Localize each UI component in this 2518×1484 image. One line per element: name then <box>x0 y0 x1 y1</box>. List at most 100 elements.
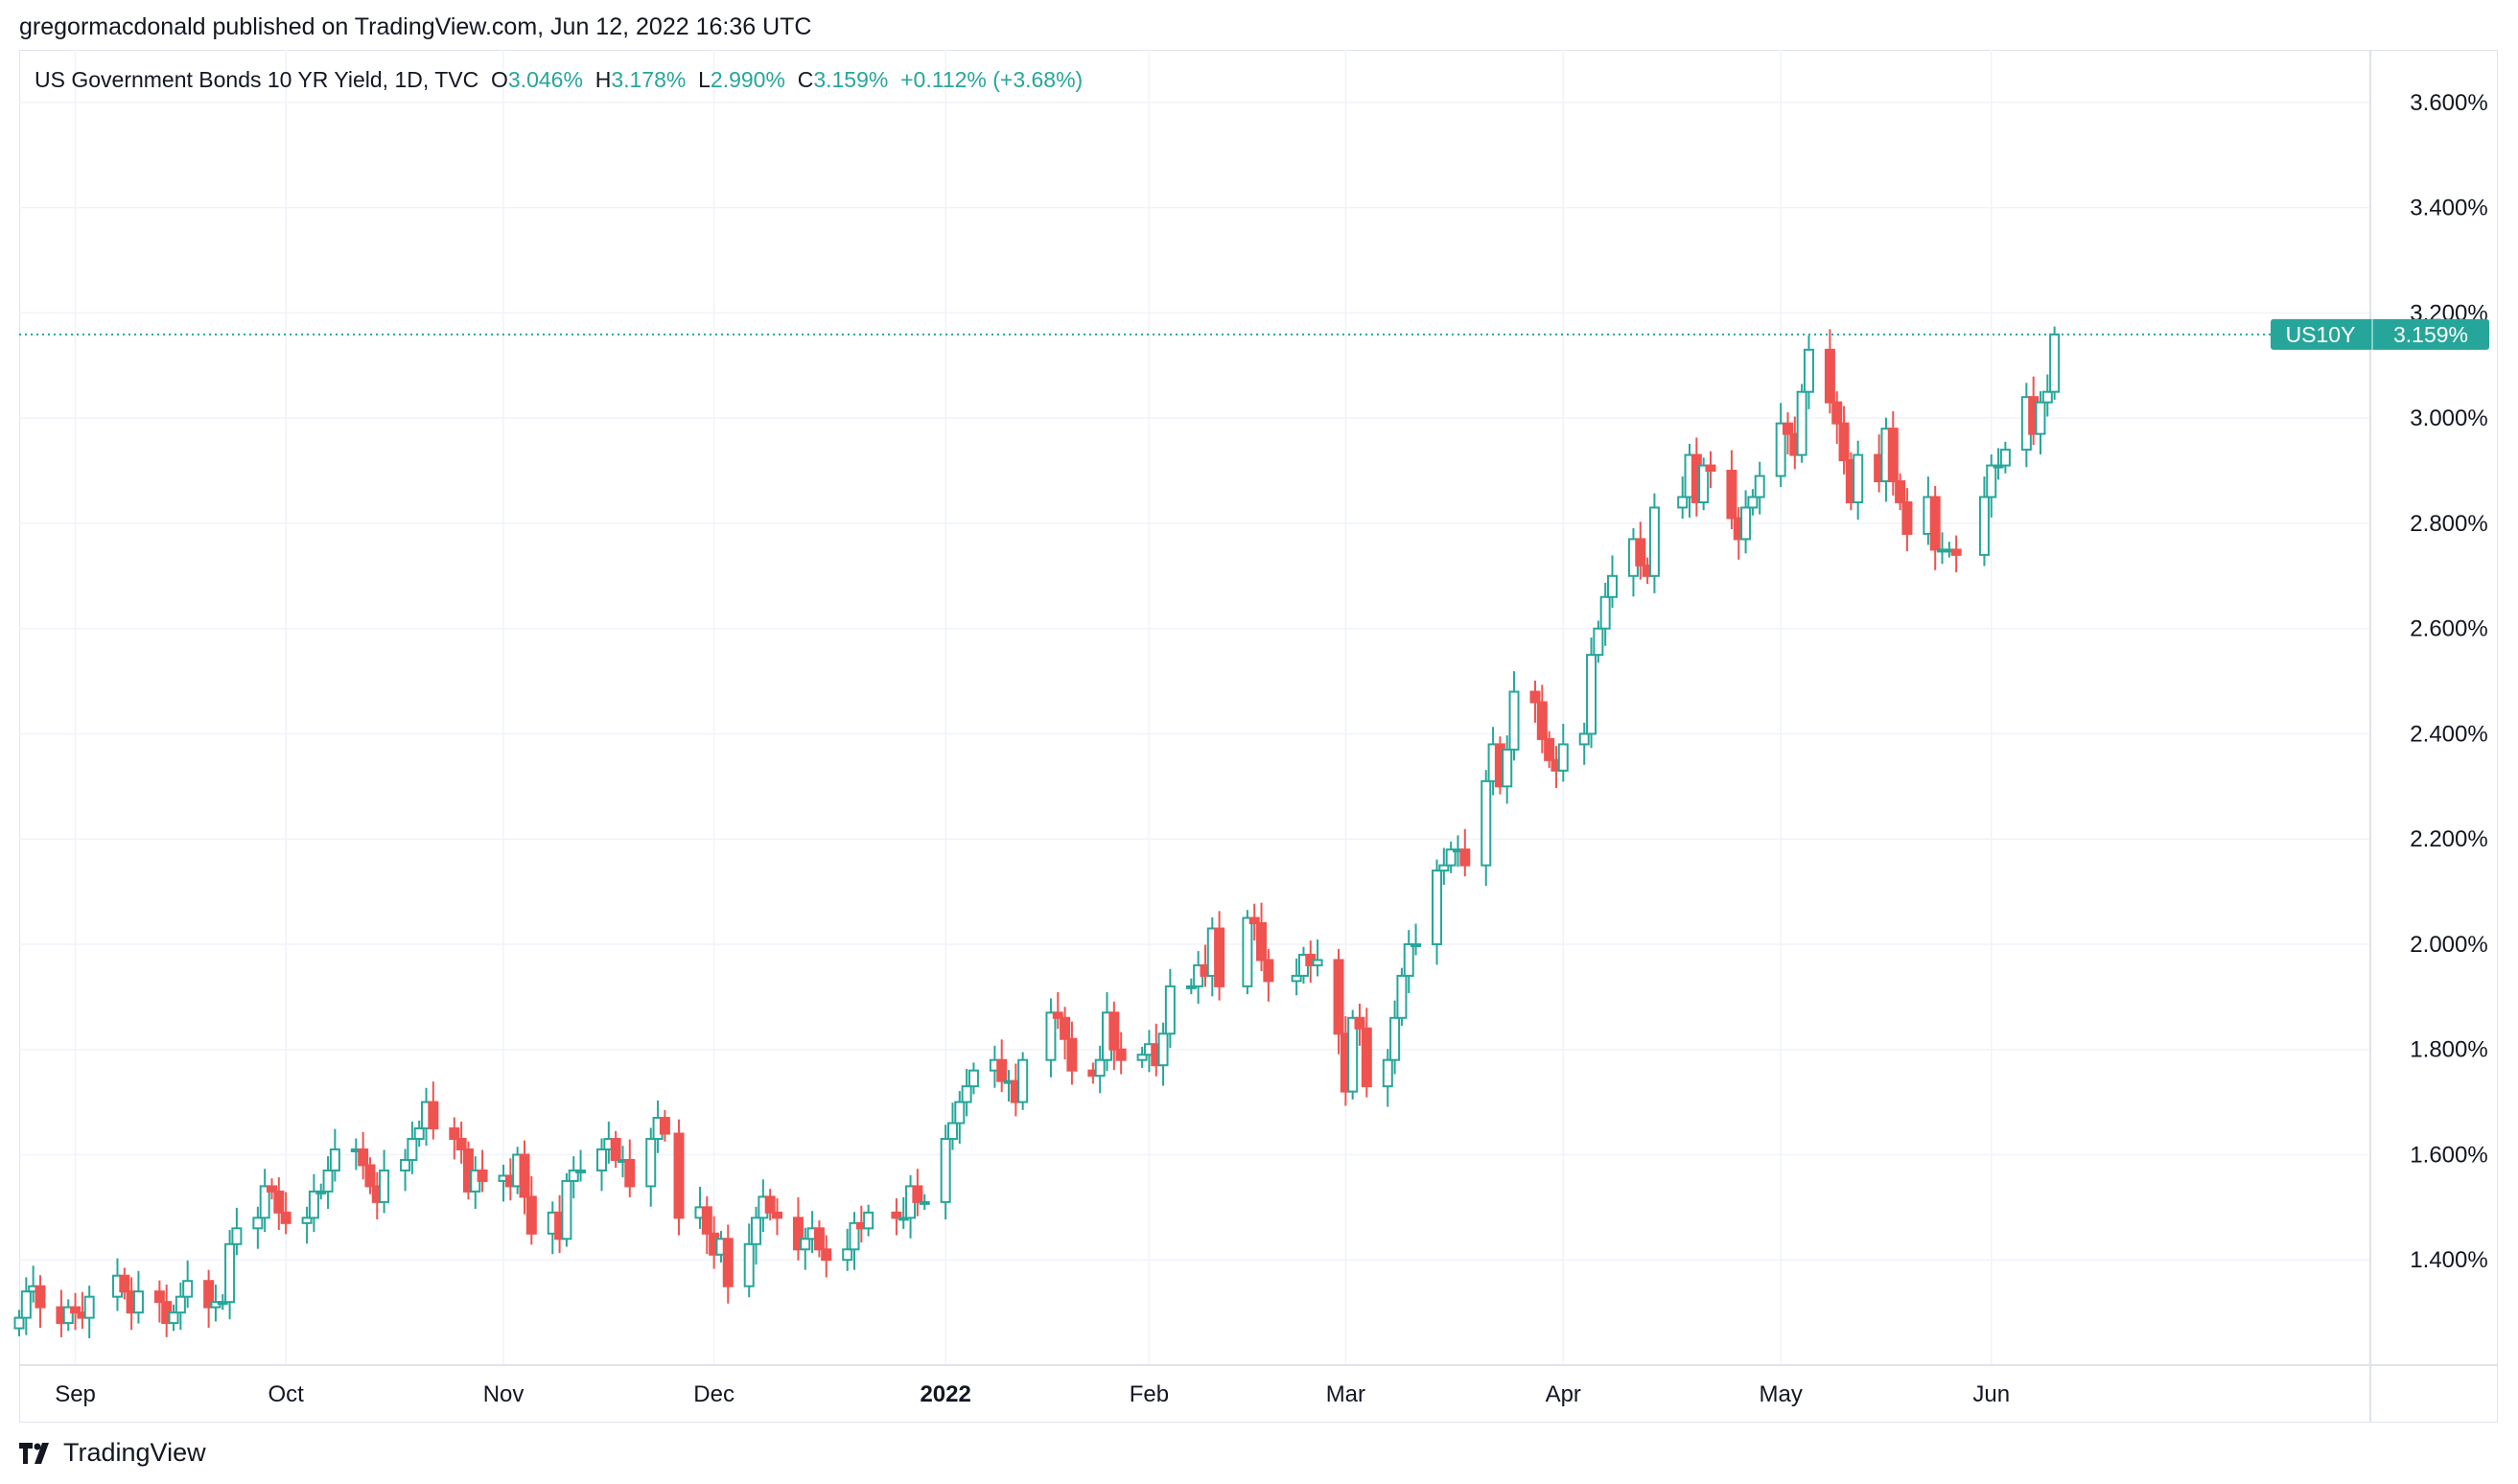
candle-body <box>35 1285 46 1309</box>
candle-body <box>449 1127 460 1141</box>
candle-body <box>1557 743 1569 772</box>
candle-body <box>961 1085 972 1103</box>
candle-body <box>1445 848 1457 867</box>
candle-body <box>62 1306 74 1325</box>
candle-body <box>968 1069 979 1088</box>
candle-body <box>575 1169 587 1173</box>
y-tick-label: 2.200% <box>2410 826 2487 852</box>
x-tick-label: Jun <box>1972 1381 2010 1407</box>
x-tick-label: Oct <box>268 1381 304 1407</box>
candle-body <box>821 1248 832 1262</box>
legend-open-label: O <box>491 67 508 92</box>
candle-body <box>1698 464 1710 503</box>
candle-body <box>119 1274 130 1293</box>
candle-body <box>1677 496 1689 509</box>
candle-body <box>280 1211 291 1224</box>
y-tick-label: 3.400% <box>2410 196 2487 221</box>
price-badge <box>2271 318 2489 350</box>
candle-body <box>301 1217 313 1224</box>
candle-body <box>1403 942 1414 977</box>
candle-body <box>1831 401 1843 425</box>
candle-body <box>1853 453 1864 503</box>
candle-body <box>428 1101 439 1130</box>
candle-body <box>743 1242 755 1287</box>
grid <box>19 50 2370 1365</box>
candle-body <box>1438 864 1450 872</box>
candle-body <box>2035 401 2046 435</box>
candle-body <box>1432 870 1443 945</box>
candle-body <box>231 1227 243 1245</box>
candle-body <box>2049 333 2061 393</box>
legend-symbol: US Government Bonds 10 YR Yield, 1D, TVC <box>35 67 479 92</box>
candle-body <box>525 1195 537 1235</box>
candle-body <box>20 1290 32 1319</box>
y-tick-label: 1.400% <box>2410 1247 2487 1273</box>
legend-change: +0.112% (+3.68%) <box>900 67 1084 92</box>
candle-body <box>153 1290 165 1304</box>
price-badge-value: 3.159% <box>2393 322 2468 347</box>
candle-body <box>1242 916 1253 987</box>
candle-body <box>1263 959 1274 983</box>
legend-low-value: 2.990% <box>710 67 785 92</box>
candle-body <box>842 1248 853 1262</box>
candle-body <box>273 1190 285 1214</box>
candle-body <box>1108 1011 1120 1051</box>
candle-body <box>1796 390 1807 456</box>
candle-body <box>940 1138 951 1203</box>
legend-close-label: C <box>797 67 814 92</box>
candle-body <box>898 1217 909 1221</box>
candle-body <box>1157 1032 1169 1067</box>
x-tick-label: Nov <box>483 1381 525 1407</box>
candle-body <box>182 1280 194 1298</box>
candle-body <box>1312 959 1323 966</box>
candle-body <box>322 1169 334 1193</box>
candles <box>13 326 2061 1339</box>
candle-body <box>1593 627 1604 657</box>
candle-body <box>1347 1016 1359 1093</box>
candle-body <box>1136 1054 1148 1061</box>
tradingview-brand[interactable]: TradingView <box>19 1438 206 1468</box>
publisher-line: gregormacdonald published on TradingView… <box>19 13 812 40</box>
candle-body <box>1115 1048 1127 1061</box>
candle-body <box>1480 779 1492 867</box>
candle-body <box>1887 428 1899 483</box>
candle-body <box>1586 654 1597 735</box>
candle-body <box>800 1238 811 1251</box>
candle-body <box>1248 916 1260 925</box>
candle-body <box>1536 701 1548 740</box>
candle-body <box>1635 538 1646 567</box>
candle-body <box>1754 475 1765 499</box>
candle-body <box>1648 506 1660 577</box>
axes: 1.400% 1.600% 1.800% 2.000% 2.200% 2.400% 2.60… <box>19 50 2498 1423</box>
candle-body <box>1740 506 1752 541</box>
candle-body <box>1361 1027 1372 1088</box>
tradingview-logo-icon <box>19 1442 49 1464</box>
candle-body <box>751 1217 762 1245</box>
candle-body <box>568 1169 579 1182</box>
candle-body <box>954 1101 966 1125</box>
candle-body <box>1333 959 1344 1035</box>
candle-body <box>252 1217 264 1230</box>
candle-body <box>673 1132 685 1219</box>
candle-body <box>2041 390 2053 404</box>
candle-body <box>400 1158 411 1171</box>
candle-body <box>1747 496 1759 509</box>
y-tick-label: 2.800% <box>2410 511 2487 537</box>
candle-body <box>996 1058 1008 1082</box>
candle-body <box>1164 985 1176 1035</box>
candle-body <box>1599 595 1611 630</box>
candle-body <box>1705 464 1716 473</box>
candle-body <box>1045 1011 1057 1061</box>
candle-body <box>1929 496 1941 551</box>
legend-high-label: H <box>595 67 612 92</box>
candle-body <box>1950 548 1962 556</box>
chart-frame <box>19 50 2498 1423</box>
candle-body <box>1094 1058 1106 1078</box>
candle-body <box>1978 496 1990 556</box>
candle-body <box>1017 1058 1029 1103</box>
candle-body <box>132 1290 144 1314</box>
candle-body <box>701 1206 712 1235</box>
candle-body <box>1256 922 1268 962</box>
candle-body <box>1986 464 1997 499</box>
